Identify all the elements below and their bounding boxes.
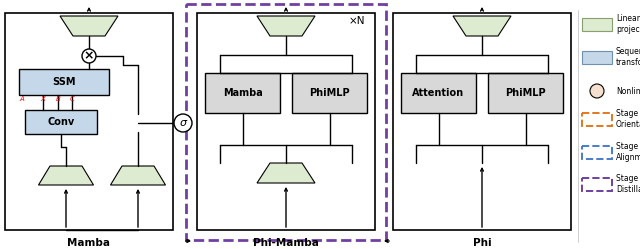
Bar: [201, 68, 285, 120]
Polygon shape: [111, 166, 166, 185]
Bar: [186, 4, 386, 240]
Text: PhiMLP: PhiMLP: [309, 88, 350, 98]
Bar: [582, 51, 612, 64]
Text: Mamba: Mamba: [67, 238, 111, 248]
Text: A: A: [20, 96, 24, 102]
Text: Mamba: Mamba: [223, 88, 262, 98]
Text: Conv: Conv: [47, 117, 75, 127]
Bar: [292, 73, 367, 113]
Polygon shape: [257, 16, 315, 36]
Text: Phi: Phi: [473, 238, 492, 248]
Text: Stage 3: Knowledge
Distillation: Stage 3: Knowledge Distillation: [616, 174, 640, 194]
Bar: [488, 73, 563, 113]
Text: Nonlinearity: Nonlinearity: [616, 86, 640, 96]
Text: C: C: [70, 96, 74, 102]
Text: B: B: [56, 96, 60, 102]
Polygon shape: [453, 16, 511, 36]
Bar: [401, 73, 476, 113]
Bar: [582, 18, 612, 31]
Bar: [197, 13, 375, 230]
Bar: [582, 113, 612, 126]
Circle shape: [590, 84, 604, 98]
Polygon shape: [60, 16, 118, 36]
Circle shape: [174, 114, 192, 132]
Circle shape: [82, 49, 96, 63]
Polygon shape: [257, 163, 315, 183]
Text: SSM: SSM: [52, 77, 76, 87]
Text: σ: σ: [179, 118, 186, 128]
Text: Stage 1: Matrix
Orientation: Stage 1: Matrix Orientation: [616, 109, 640, 129]
Text: Sequence
transformation: Sequence transformation: [616, 47, 640, 67]
Bar: [205, 73, 280, 113]
Text: Linear
projection: Linear projection: [616, 14, 640, 34]
Text: Stage 2: Hidden-States
Alignment: Stage 2: Hidden-States Alignment: [616, 142, 640, 162]
Text: PhiMLP: PhiMLP: [505, 88, 546, 98]
Bar: [393, 13, 571, 230]
Bar: [582, 146, 612, 159]
Bar: [19, 69, 109, 95]
Text: X: X: [40, 96, 45, 102]
Text: Phi-Mamba: Phi-Mamba: [253, 238, 319, 248]
Bar: [12, 65, 119, 182]
Text: Attention: Attention: [412, 88, 465, 98]
Bar: [25, 110, 97, 134]
Bar: [5, 13, 173, 230]
Text: ×N: ×N: [349, 16, 365, 26]
Bar: [582, 178, 612, 191]
Polygon shape: [38, 166, 93, 185]
Text: ×: ×: [84, 50, 94, 62]
